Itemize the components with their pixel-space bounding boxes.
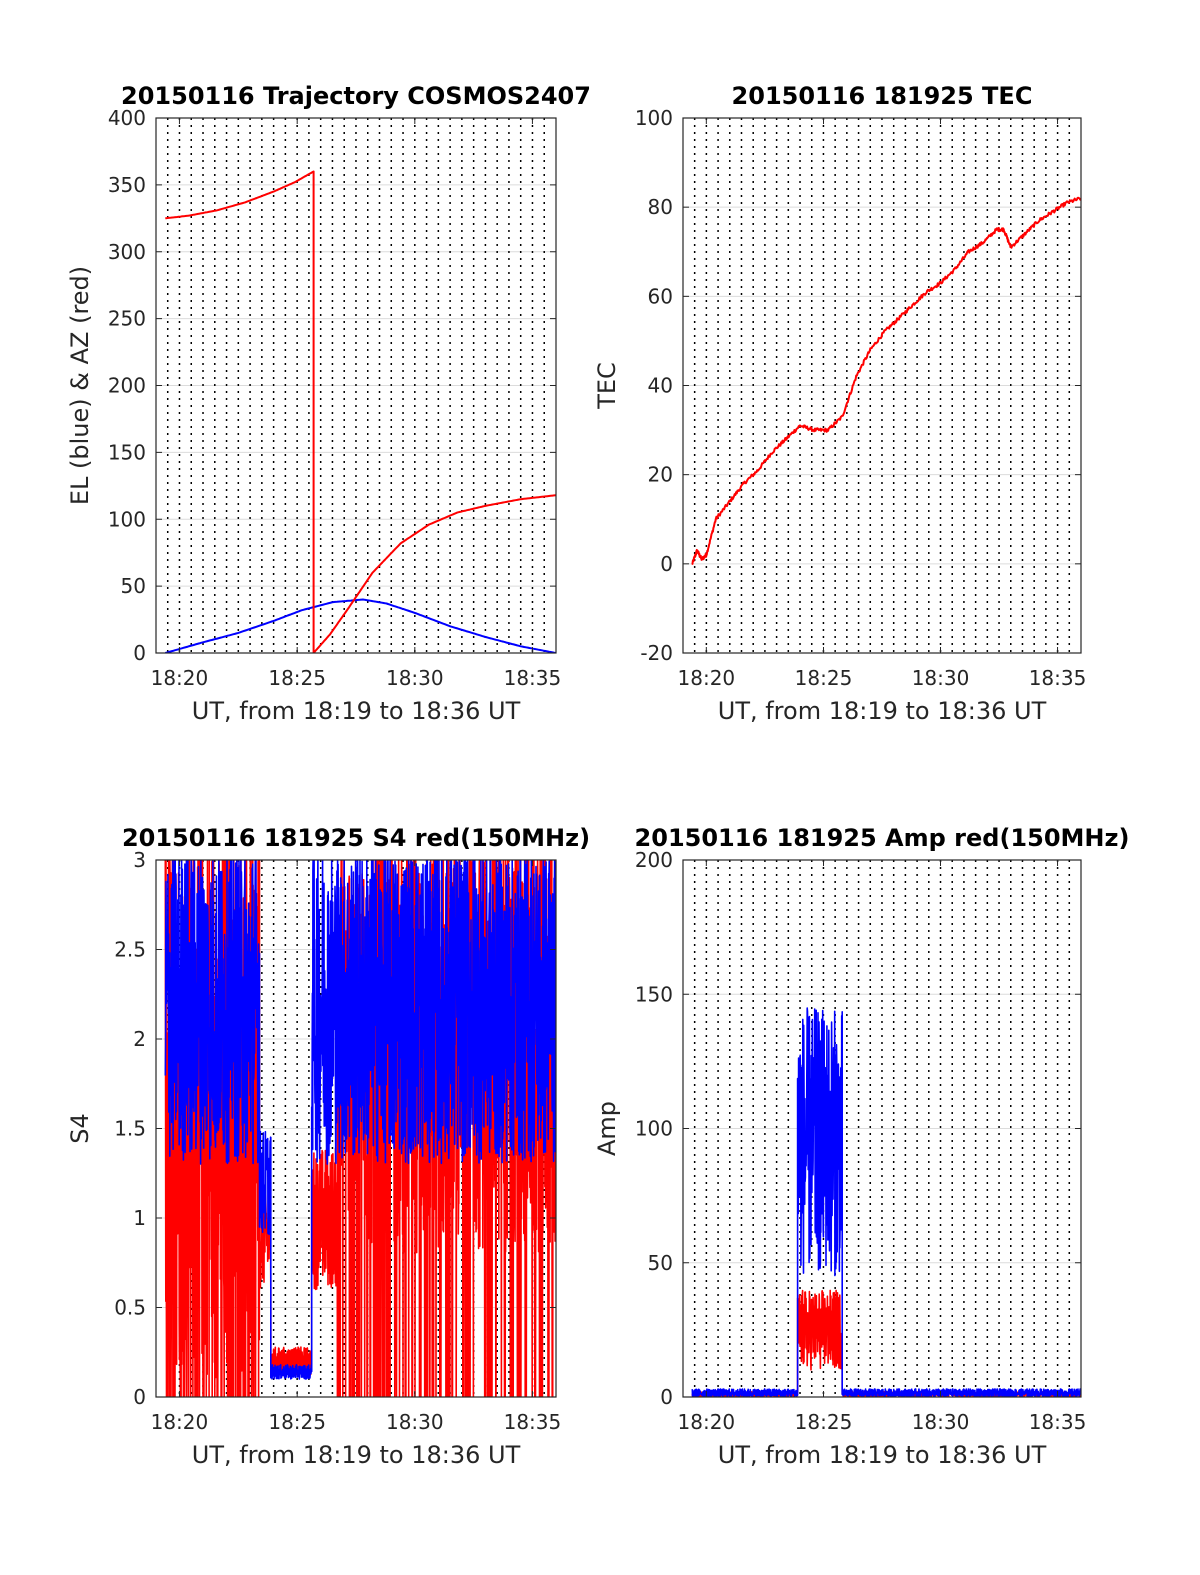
y-axis-label: TEC [593, 362, 621, 410]
y-tick-label: 100 [635, 106, 673, 130]
y-tick-label: 400 [108, 106, 146, 130]
y-axis-label: S4 [66, 1113, 94, 1144]
chart-title: 20150116 181925 S4 red(150MHz) [122, 824, 590, 852]
x-tick-label: 18:25 [268, 666, 326, 690]
x-tick-label: 18:20 [151, 666, 209, 690]
x-tick-label: 18:35 [1029, 666, 1087, 690]
x-axis-label: UT, from 18:19 to 18:36 UT [718, 1441, 1047, 1469]
x-tick-label: 18:20 [678, 1410, 736, 1434]
y-tick-label: 2.5 [114, 938, 146, 962]
x-tick-label: 18:30 [386, 1410, 444, 1434]
x-axis-label: UT, from 18:19 to 18:36 UT [192, 697, 521, 725]
y-tick-label: 200 [108, 374, 146, 398]
y-tick-label: -20 [640, 641, 673, 665]
series-line-0 [165, 598, 556, 653]
data-layer [691, 196, 1081, 565]
y-tick-label: 300 [108, 240, 146, 264]
chart-title: 20150116 181925 TEC [732, 82, 1033, 110]
y-tick-label: 100 [108, 507, 146, 531]
chart-traj: 18:20 18:25 18:30 18:35 0 50 100 150 200 250 300 35… [66, 82, 591, 725]
y-tick-label: 0.5 [114, 1296, 146, 1320]
chart-s4: 18:20 18:25 18:30 18:35 0 0.5 1 1.5 2 2.5 32015011… [66, 824, 590, 1469]
y-tick-label: 20 [648, 463, 673, 487]
y-tick-label: 1 [133, 1206, 146, 1230]
y-tick-label: 0 [133, 1385, 146, 1409]
y-tick-label: 50 [121, 574, 146, 598]
x-tick-label: 18:30 [386, 666, 444, 690]
y-tick-label: 350 [108, 173, 146, 197]
y-tick-label: 0 [660, 552, 673, 576]
y-tick-label: 1.5 [114, 1117, 146, 1141]
chart-title: 20150116 Trajectory COSMOS2407 [121, 82, 591, 110]
x-tick-label: 18:35 [504, 1410, 562, 1434]
y-tick-label: 0 [133, 641, 146, 665]
x-tick-label: 18:35 [1029, 1410, 1087, 1434]
y-tick-label: 250 [108, 307, 146, 331]
x-tick-label: 18:20 [678, 666, 736, 690]
y-tick-label: 100 [635, 1117, 673, 1141]
x-tick-label: 18:25 [795, 666, 853, 690]
y-tick-label: 60 [648, 284, 673, 308]
y-tick-label: 150 [635, 982, 673, 1006]
chart-tec: 18:20 18:25 18:30 18:35 -20 0 20 40 60 80 100 20150… [593, 82, 1086, 725]
x-tick-label: 18:25 [268, 1410, 326, 1434]
x-tick-label: 18:35 [504, 666, 562, 690]
series-line-1 [691, 1007, 1081, 1397]
y-tick-label: 2 [133, 1027, 146, 1051]
x-tick-label: 18:30 [912, 666, 970, 690]
y-tick-label: 40 [648, 374, 673, 398]
chart-title: 20150116 181925 Amp red(150MHz) [635, 824, 1130, 852]
chart-amp: 18:20 18:25 18:30 18:35 0 50 100 150 20020150116… [593, 824, 1129, 1469]
series-line-1 [164, 860, 556, 1380]
data-layer [164, 860, 556, 1397]
x-tick-label: 18:30 [912, 1410, 970, 1434]
series-line-0 [691, 196, 1081, 565]
y-tick-label: 50 [648, 1251, 673, 1275]
y-tick-label: 3 [133, 848, 146, 872]
y-tick-label: 200 [635, 848, 673, 872]
y-tick-label: 80 [648, 195, 673, 219]
y-tick-label: 0 [660, 1385, 673, 1409]
y-axis-label: Amp [593, 1101, 621, 1156]
x-tick-label: 18:25 [795, 1410, 853, 1434]
data-layer [165, 170, 556, 653]
x-axis-label: UT, from 18:19 to 18:36 UT [718, 697, 1047, 725]
series-line-1 [165, 170, 556, 653]
x-axis-label: UT, from 18:19 to 18:36 UT [192, 1441, 521, 1469]
x-tick-label: 18:20 [151, 1410, 209, 1434]
y-axis-label: EL (blue) & AZ (red) [66, 266, 94, 505]
y-tick-label: 150 [108, 440, 146, 464]
